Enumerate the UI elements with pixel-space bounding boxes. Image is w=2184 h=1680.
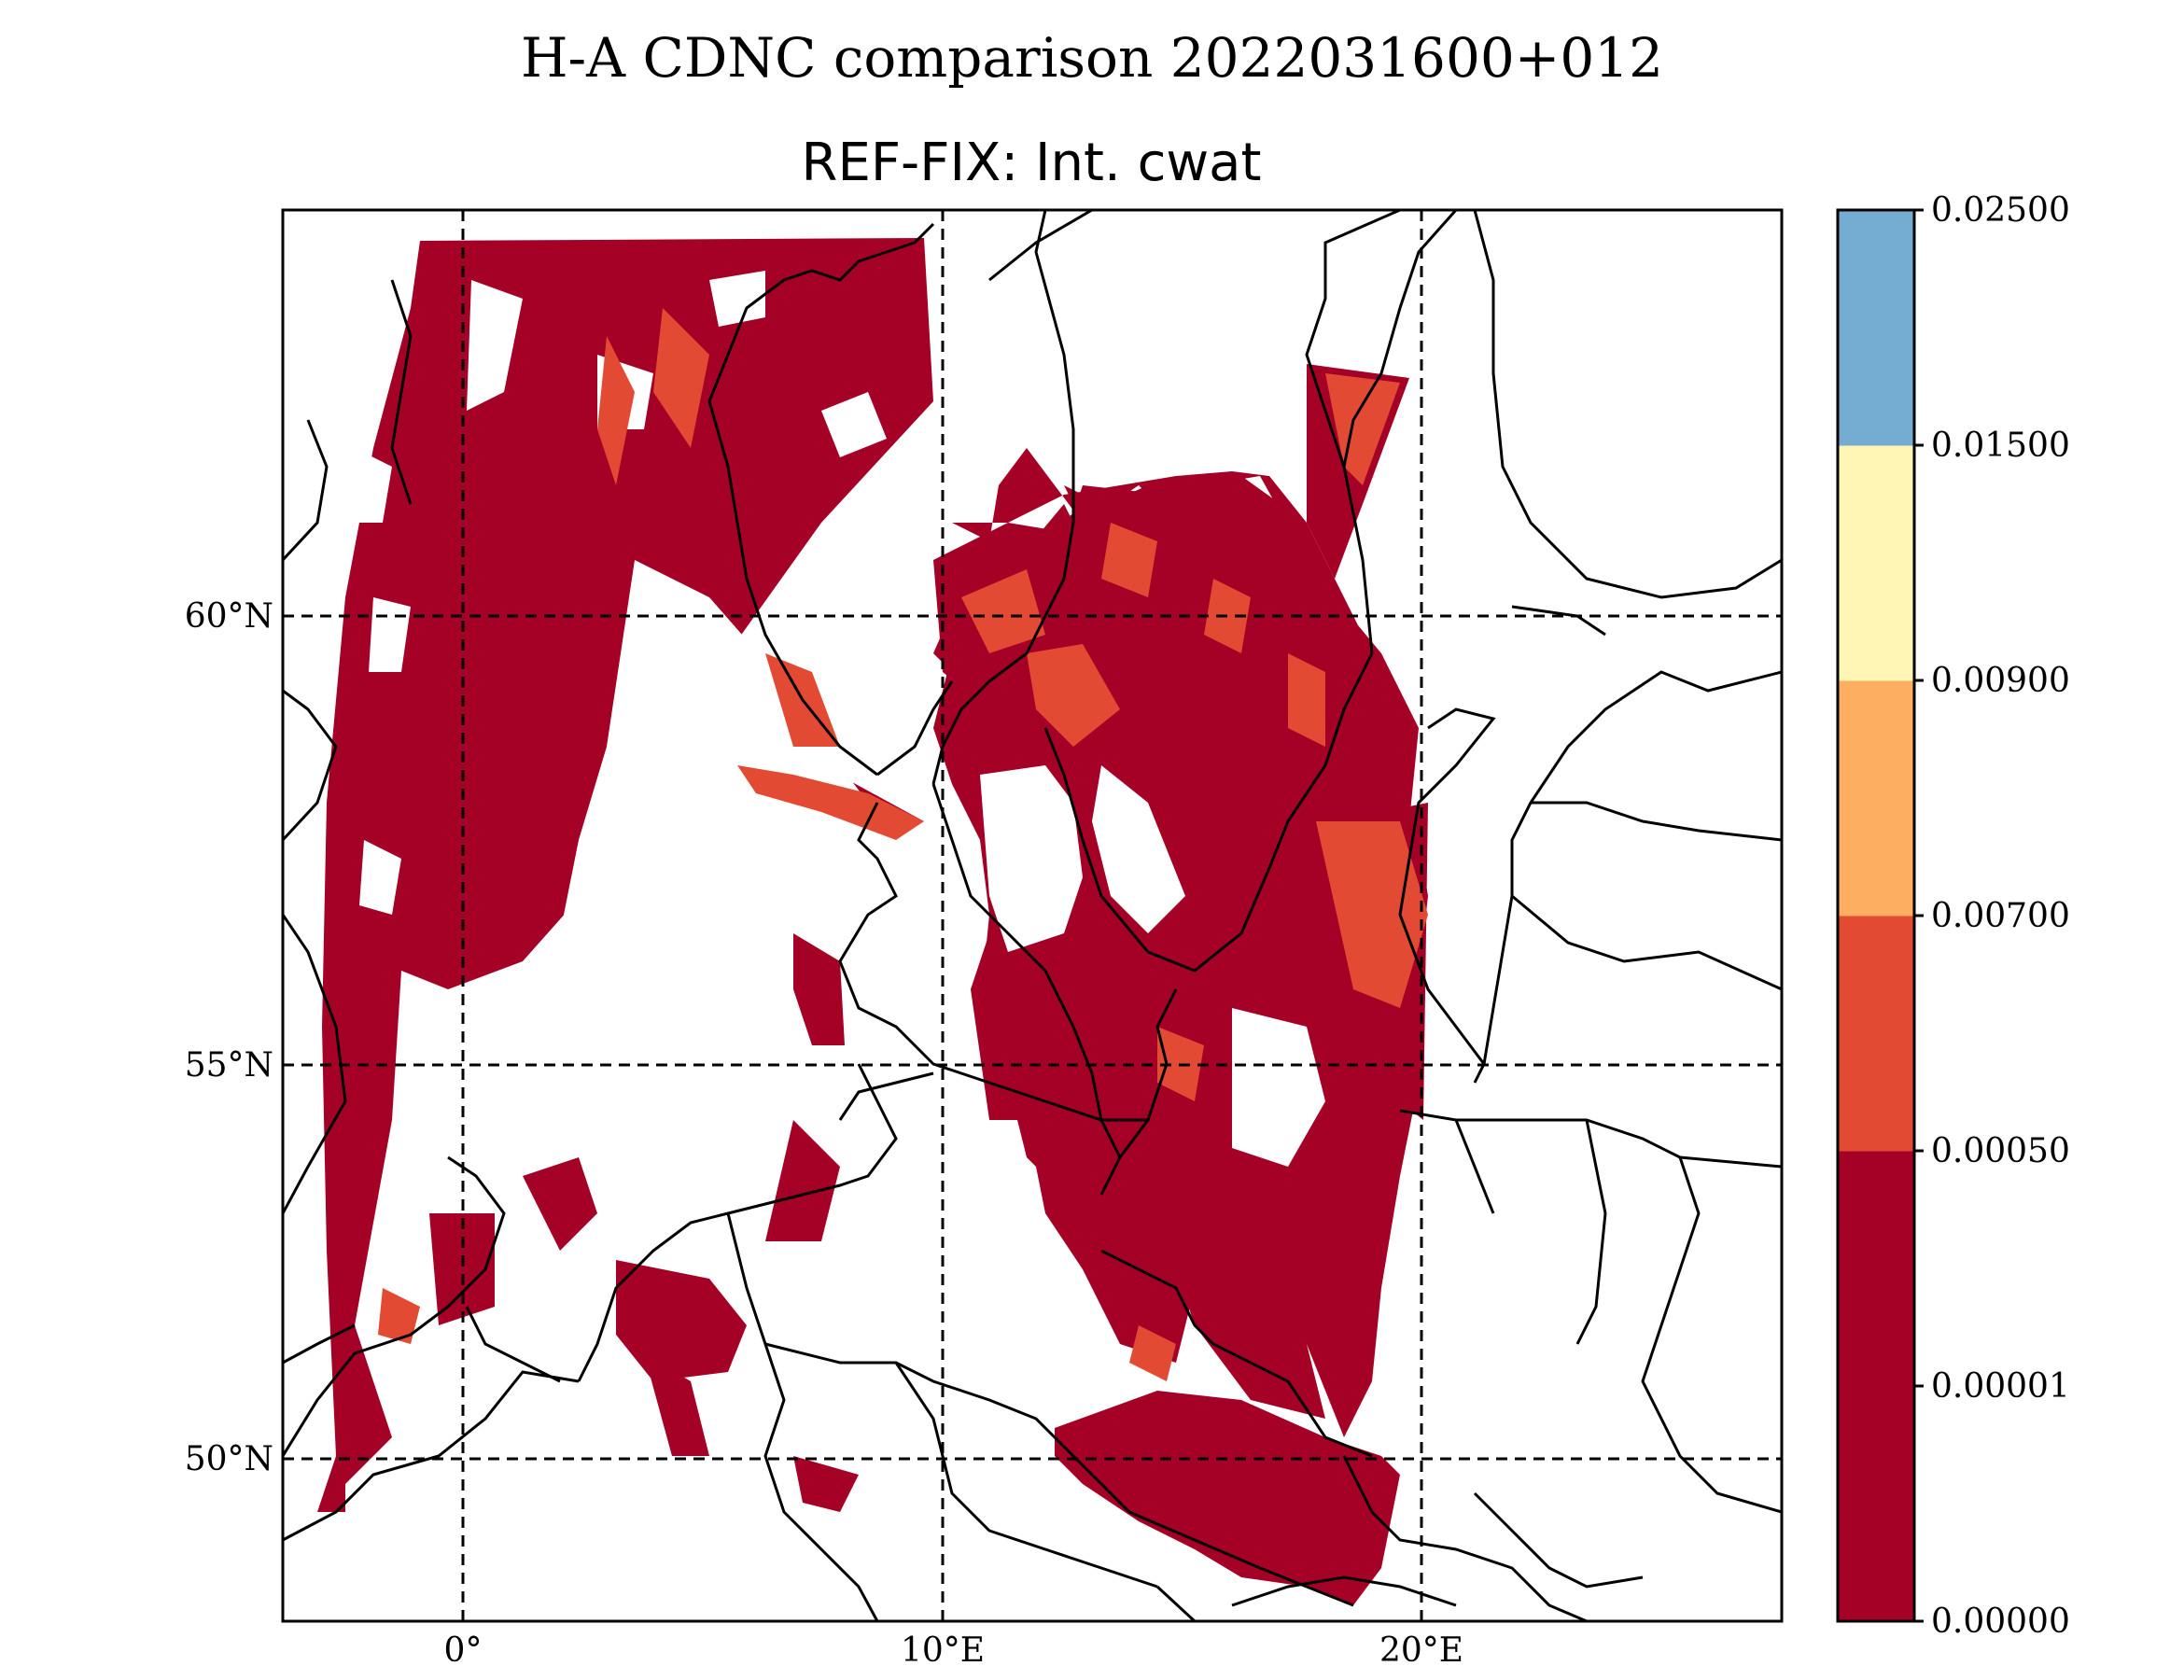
colorbar-segment [1838,680,1914,917]
coastlines-borders [283,210,1782,1621]
lat-label: 60°N [185,597,273,636]
colorbar-segment [1838,1151,1914,1387]
field-gaps [350,271,1325,1344]
lat-label: 50°N [185,1440,273,1478]
colorbar-tick-label: 0.00900 [1931,662,2070,700]
colorbar-tick-label: 0.00001 [1931,1367,2070,1406]
colorbar-tick-label: 0.02500 [1931,191,2070,230]
colorbar-tick-label: 0.00050 [1931,1132,2070,1170]
figure-suptitle: H-A CDNC comparison 2022031600+012 [520,26,1664,90]
gridlines [283,210,1782,1621]
lon-label: 20°E [1379,1631,1463,1670]
colorbar-segment [1838,445,1914,681]
colorbar-tick-label: 0.00000 [1931,1603,2070,1641]
colorbar-segment [1838,1386,1914,1622]
lon-label: 10°E [901,1631,985,1670]
colorbar-tick-label: 0.01500 [1931,427,2070,465]
lon-label: 0° [444,1631,483,1670]
colorbar-tick-label: 0.00700 [1931,897,2070,935]
map-frame [281,208,1784,1623]
lat-label: 55°N [185,1046,273,1085]
colorbar: 0.00000 0.00001 0.00050 0.00700 0.00900 0.015… [1836,191,2070,1641]
colorbar-segment [1838,210,1914,446]
map-area [283,210,1782,1621]
colorbar-segment [1838,916,1914,1152]
map-title: REF-FIX: Int. cwat [801,133,1262,193]
